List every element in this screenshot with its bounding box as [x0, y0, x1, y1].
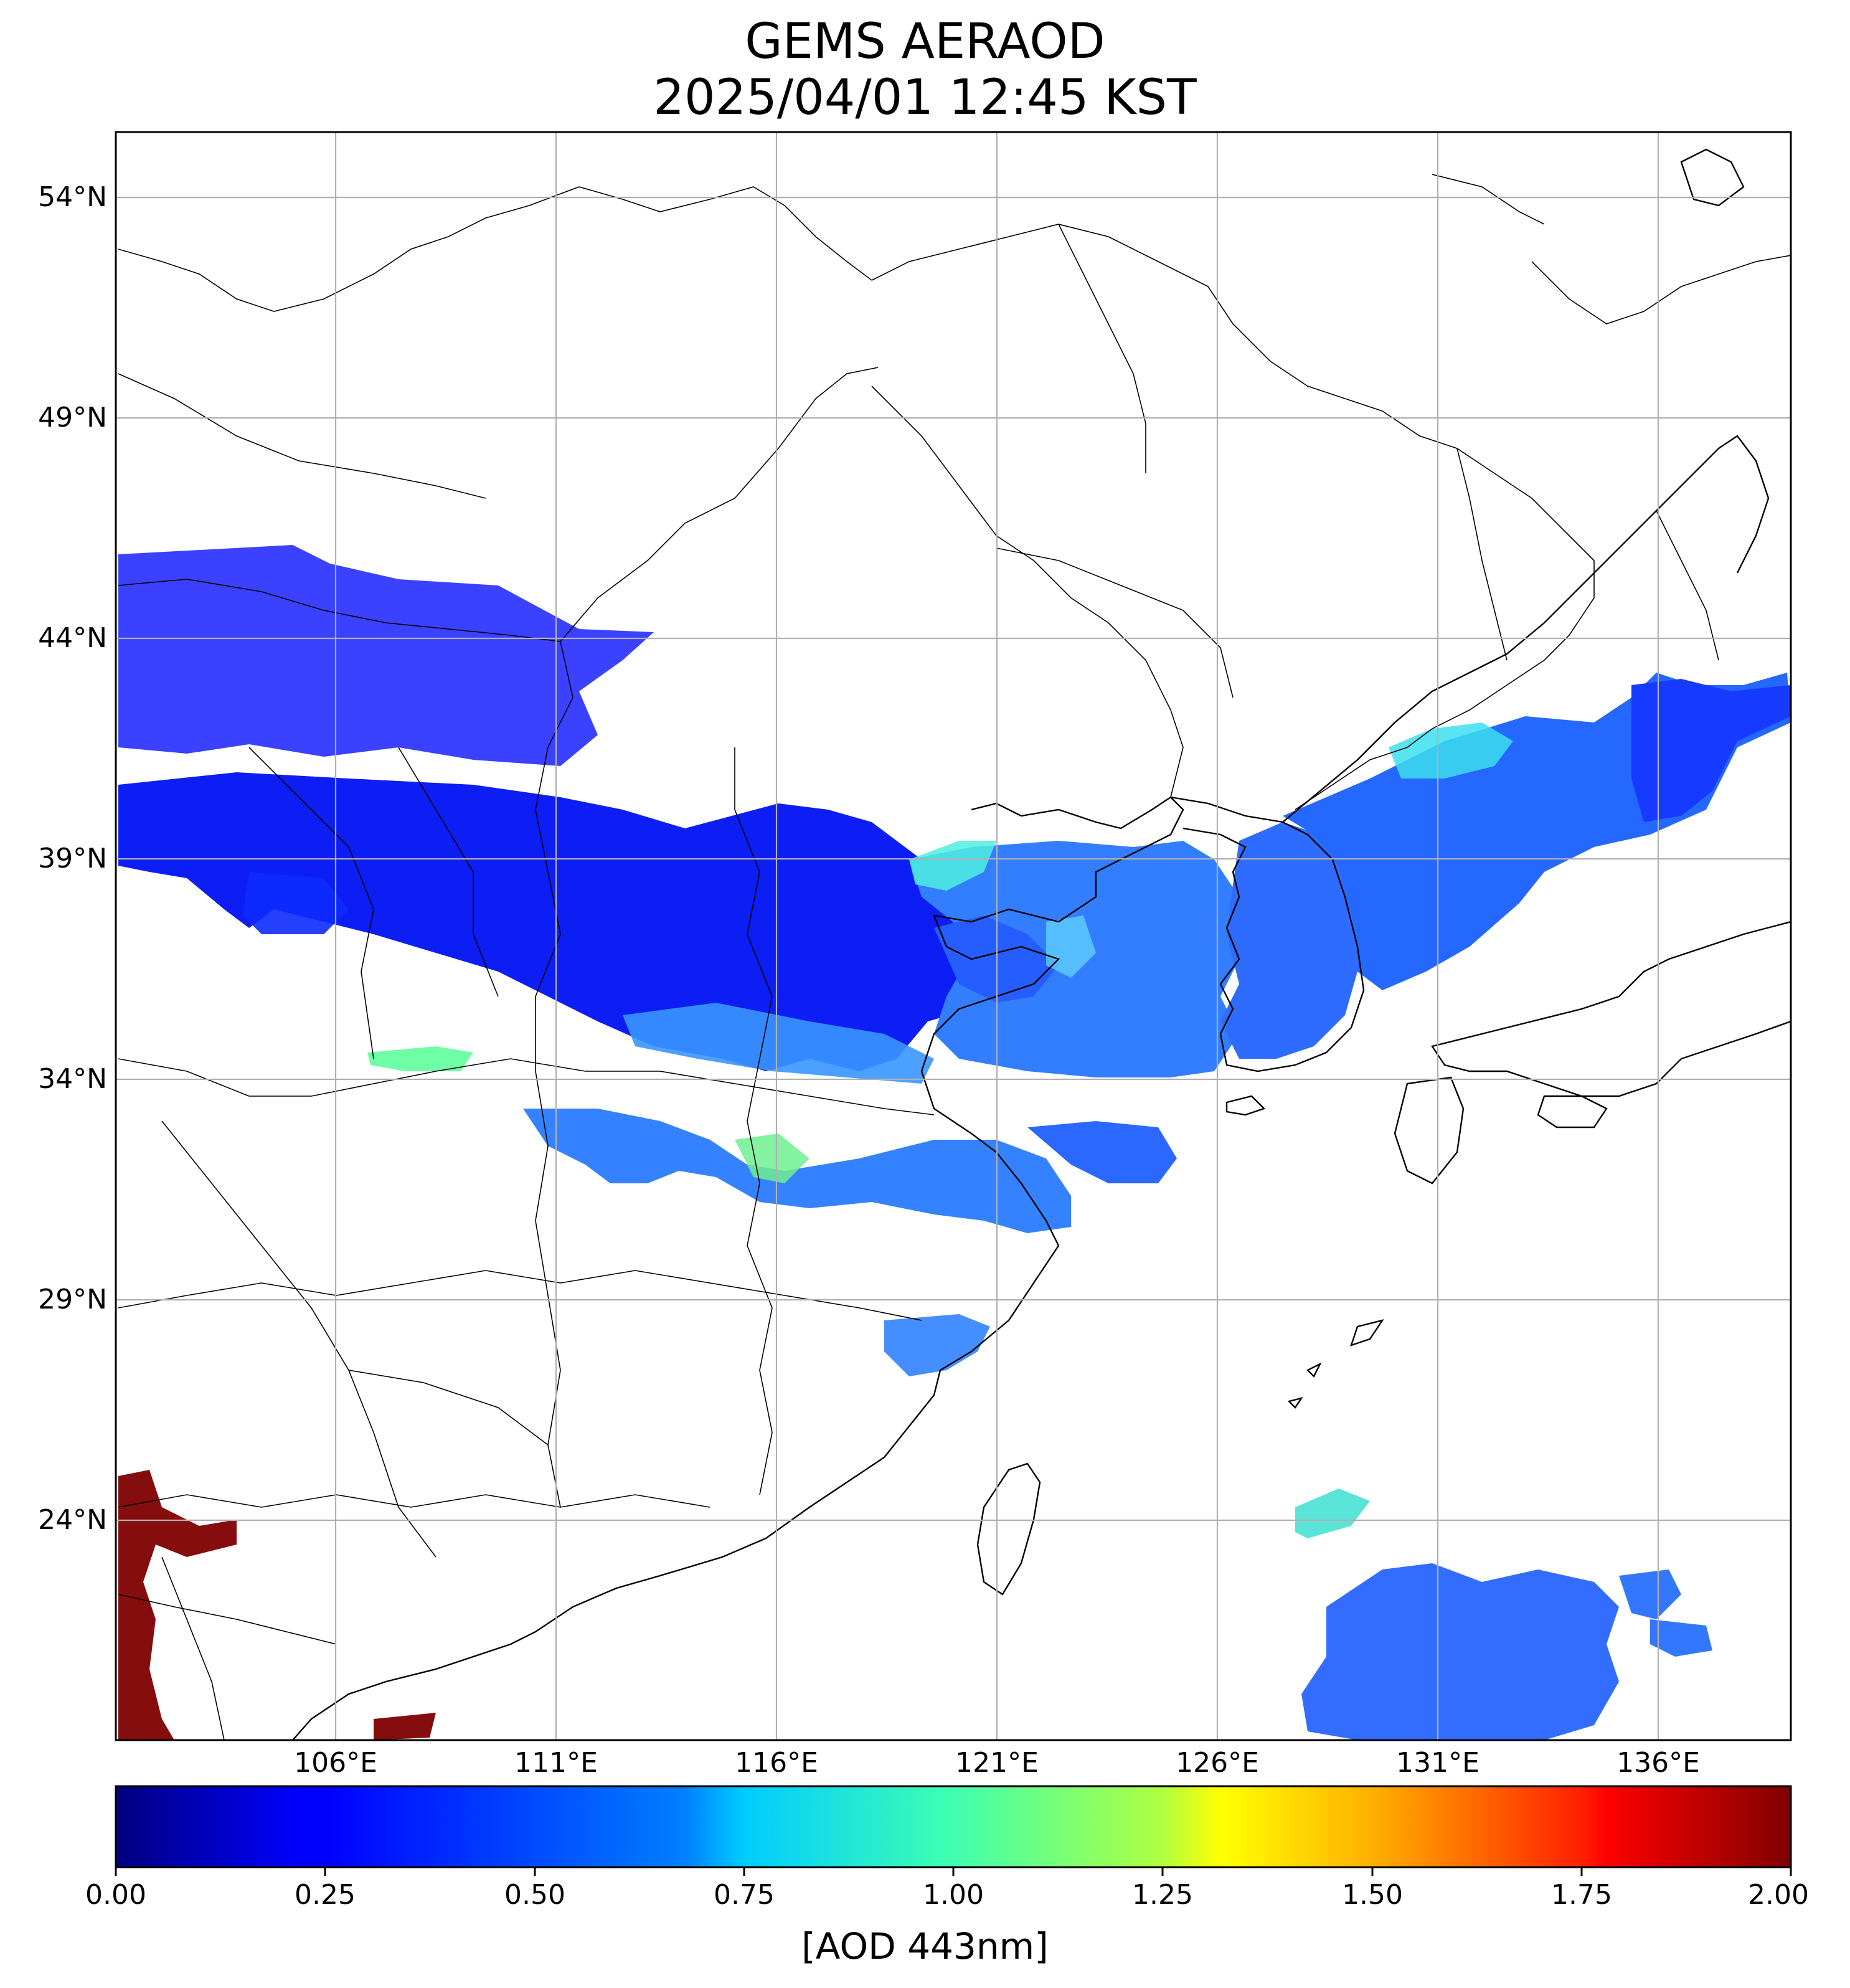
coast-primorye [1282, 435, 1770, 823]
coast-japan-honshu [1431, 921, 1791, 1097]
aod-region-east-sea-east [1631, 679, 1791, 822]
colorbar-tick-5: 1.25 [1132, 1879, 1193, 1911]
lat-label-49: 49°N [38, 402, 107, 433]
coast-jeju [1225, 1095, 1266, 1116]
colorbar-tick-2: 0.50 [504, 1879, 565, 1911]
colorbar-tick-8: 2.00 [1748, 1879, 1809, 1911]
coast-japan-kyushu [1394, 1076, 1465, 1185]
aod-streak-cyan-1 [1389, 722, 1513, 779]
aod-region-west [243, 872, 349, 934]
colorbar-tick-4: 1.00 [923, 1879, 984, 1911]
lat-label-29: 29°N [38, 1284, 107, 1315]
colorbar [115, 1785, 1792, 1868]
coast-korea [1170, 796, 1365, 1072]
colorbar-tick-7: 1.75 [1551, 1879, 1612, 1911]
lon-label-106: 106°E [294, 1747, 377, 1779]
colorbar-tick-1: 0.25 [295, 1879, 356, 1911]
colorbar-tick-3: 0.75 [714, 1879, 775, 1911]
lon-label-136: 136°E [1616, 1747, 1700, 1779]
lon-label-131: 131°E [1396, 1747, 1480, 1779]
aod-streak-cyan-2 [909, 841, 996, 891]
aod-region-pacific [1301, 1563, 1619, 1740]
aod-region-pacific-east [1619, 1569, 1681, 1619]
aod-region-high-s [374, 1713, 436, 1740]
aod-region-mongolia [118, 545, 654, 766]
border-russia-china-ne [871, 224, 1595, 810]
lon-label-111: 111°E [514, 1747, 598, 1779]
aod-streak-green-2 [735, 1134, 809, 1183]
lat-label-54: 54°N [38, 181, 107, 213]
aod-region-fujian [884, 1314, 990, 1376]
aod-region-ecs-south [1295, 1489, 1370, 1538]
aod-region-north-china [118, 772, 1009, 1071]
lat-label-34: 34°N [38, 1063, 107, 1095]
coast-ryukyu [1287, 1319, 1384, 1409]
lon-label-116: 116°E [735, 1747, 818, 1779]
borders [118, 174, 1791, 1740]
lon-label-121: 121°E [955, 1747, 1039, 1779]
lat-label-44: 44°N [38, 622, 107, 654]
map-frame [115, 131, 1792, 1741]
colorbar-tick-6: 1.50 [1342, 1879, 1403, 1911]
lon-label-126: 126°E [1176, 1747, 1259, 1779]
border-mongolia-china [118, 367, 879, 642]
lat-label-39: 39°N [38, 843, 107, 874]
coast-china [292, 796, 1184, 1740]
coast-taiwan [976, 1462, 1041, 1596]
colorbar-tick-0: 0.00 [85, 1879, 146, 1911]
aod-streak-cyan-3 [1046, 916, 1096, 978]
colorbar-title: [AOD 443nm] [801, 1925, 1049, 1967]
map-title: GEMS AERAOD [745, 14, 1105, 70]
aod-region-korea [1220, 822, 1357, 1059]
aod-region-high-sw [118, 1470, 237, 1740]
coast-sakhalin [1680, 148, 1745, 207]
aod-streak-green-1 [367, 1046, 473, 1071]
aod-region-yangtze-east [1027, 1121, 1177, 1183]
coast-japan-shikoku [1537, 1095, 1608, 1129]
aod-field [118, 545, 1791, 1740]
aod-region-pacific-east2 [1650, 1619, 1712, 1657]
map-timestamp: 2025/04/01 12:45 KST [653, 70, 1197, 126]
gridlines [116, 132, 1791, 1740]
lat-label-24: 24°N [38, 1504, 107, 1536]
coastlines [292, 148, 1791, 1740]
border-russia-mongolia [118, 186, 872, 312]
aod-region-central [623, 1003, 934, 1084]
colorbar-ticks [115, 1867, 1792, 1876]
